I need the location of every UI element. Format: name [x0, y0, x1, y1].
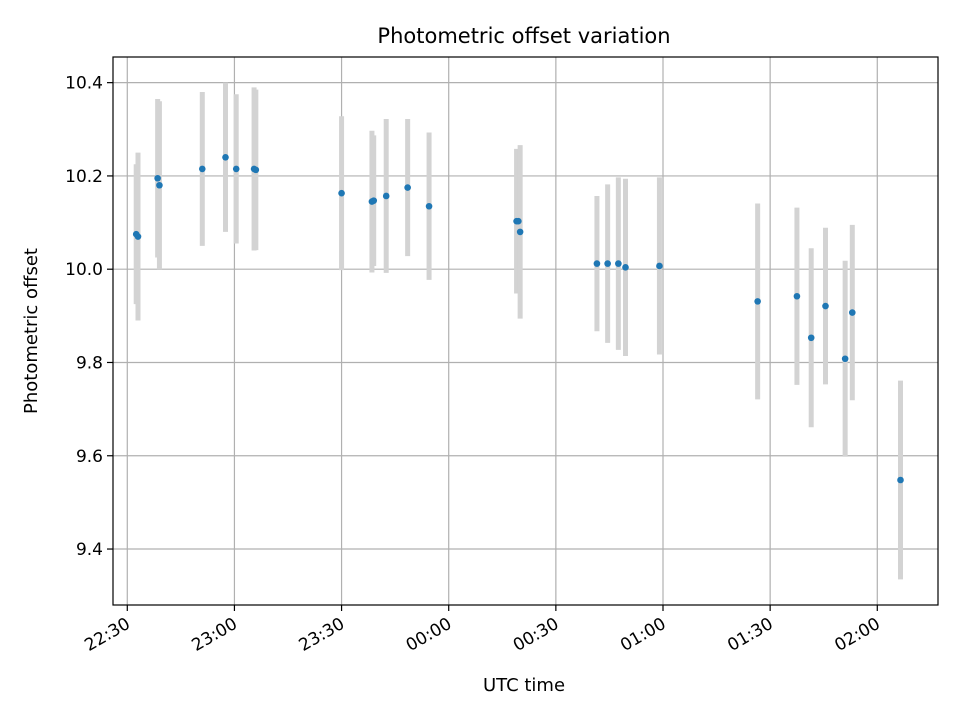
- plot-frame: [112, 56, 939, 606]
- data-point: [515, 217, 522, 225]
- data-point: [822, 302, 829, 310]
- data-point: [232, 165, 240, 173]
- data-point: [252, 166, 260, 174]
- data-point: [404, 184, 411, 191]
- y-tick-label: 10.4: [65, 74, 103, 94]
- data-point: [754, 298, 761, 305]
- data-point: [156, 181, 163, 189]
- data-point: [338, 189, 345, 197]
- data-point: [516, 228, 524, 236]
- data-point: [841, 355, 849, 363]
- chart-title: Photometric offset variation: [377, 24, 670, 48]
- grid-layer: [113, 57, 938, 605]
- data-point: [807, 334, 815, 342]
- data-point: [604, 260, 611, 267]
- y-tick-label: 10.0: [65, 260, 103, 280]
- data-point: [793, 292, 801, 300]
- data-point: [848, 309, 856, 316]
- data-point: [622, 264, 629, 271]
- y-tick-label: 9.6: [76, 447, 103, 467]
- y-axis-label: Photometric offset: [21, 248, 42, 414]
- data-point: [222, 153, 229, 161]
- data-point: [382, 192, 390, 200]
- data-point: [370, 197, 378, 204]
- data-point: [134, 233, 142, 240]
- y-tick-label: 9.4: [76, 540, 103, 560]
- data-point: [615, 260, 622, 267]
- data-point: [593, 260, 601, 267]
- data-point: [198, 165, 206, 173]
- data-point: [425, 202, 433, 210]
- data-point: [154, 174, 161, 182]
- y-axis-ticks: 9.4 9.6 9.8 10.0 10.2 10.4: [65, 74, 113, 560]
- y-tick-label: 9.8: [76, 353, 103, 373]
- x-axis-label: UTC time: [483, 675, 565, 696]
- data-point: [656, 262, 663, 270]
- data-point: [897, 476, 904, 484]
- y-tick-label: 10.2: [65, 167, 103, 187]
- point-layer: [132, 153, 904, 484]
